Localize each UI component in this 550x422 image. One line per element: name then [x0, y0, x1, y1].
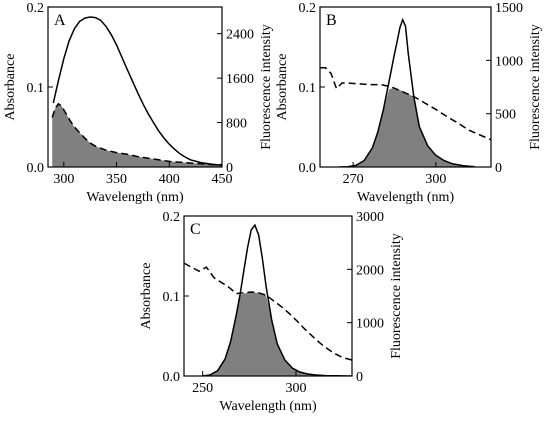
x-tick-label: 270: [343, 172, 364, 187]
y2-axis-label: Fluorescence intensity: [528, 24, 543, 150]
x-tick-label: 350: [106, 172, 127, 187]
y2-axis-label: Fluorescence intensity: [259, 24, 274, 150]
chart-panel-b: [319, 6, 492, 168]
x-axis-label: Wavelength (nm): [219, 399, 317, 414]
y2-tick-label: 1600: [226, 72, 254, 87]
y-tick-label: 0.2: [299, 1, 317, 16]
y2-tick-label: 1500: [495, 1, 523, 16]
fluorescence-line: [202, 223, 352, 376]
y-tick-label: 0.2: [27, 1, 45, 16]
y2-tick-label: 0: [356, 370, 363, 385]
chart-panel-c: [183, 215, 353, 377]
x-axis-label: Wavelength (nm): [357, 190, 455, 205]
y-axis-label: Absorbance: [3, 54, 18, 121]
overlap-area: [202, 292, 352, 376]
fluorescence-line: [339, 17, 475, 167]
x-tick-label: 300: [53, 172, 74, 187]
panel-label: C: [190, 221, 201, 238]
panel-label: A: [54, 12, 66, 29]
y2-tick-label: 2400: [226, 28, 254, 43]
x-tick-label: 300: [425, 172, 446, 187]
y-tick-label: 0.1: [299, 81, 317, 96]
y2-tick-label: 500: [495, 108, 516, 123]
x-tick-label: 400: [159, 172, 180, 187]
y2-tick-label: 1000: [495, 54, 523, 69]
x-tick-label: 250: [192, 381, 213, 396]
y2-tick-label: 800: [226, 117, 247, 132]
y-tick-label: 0.1: [27, 81, 45, 96]
y2-tick-label: 1000: [356, 317, 384, 332]
x-tick-label: 450: [212, 172, 233, 187]
y-tick-label: 0.0: [299, 161, 317, 176]
absorbance-line: [184, 262, 352, 361]
y-axis-label: Absorbance: [139, 263, 154, 330]
y-tick-label: 0.0: [163, 370, 181, 385]
chart-panel-a: [47, 6, 223, 168]
y2-tick-label: 3000: [356, 210, 384, 225]
y2-axis-label: Fluorescence intensity: [389, 233, 404, 359]
overlap-area: [52, 103, 222, 167]
panel-label: B: [326, 12, 337, 29]
x-tick-label: 300: [286, 381, 307, 396]
y-tick-label: 0.0: [27, 161, 45, 176]
y2-tick-label: 2000: [356, 263, 384, 278]
x-axis-label: Wavelength (nm): [86, 190, 184, 205]
y-tick-label: 0.1: [163, 290, 181, 305]
y-axis-label: Absorbance: [275, 54, 290, 121]
fluorescence-line: [52, 16, 222, 167]
y2-tick-label: 0: [495, 161, 502, 176]
overlap-area: [339, 87, 475, 167]
y2-tick-label: 0: [226, 161, 233, 176]
y-tick-label: 0.2: [163, 210, 181, 225]
absorbance-line: [51, 102, 222, 166]
